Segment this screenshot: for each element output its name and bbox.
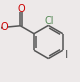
Text: Cl: Cl (44, 16, 54, 26)
Text: O: O (1, 22, 8, 32)
Text: I: I (65, 50, 68, 60)
Text: O: O (17, 4, 25, 14)
